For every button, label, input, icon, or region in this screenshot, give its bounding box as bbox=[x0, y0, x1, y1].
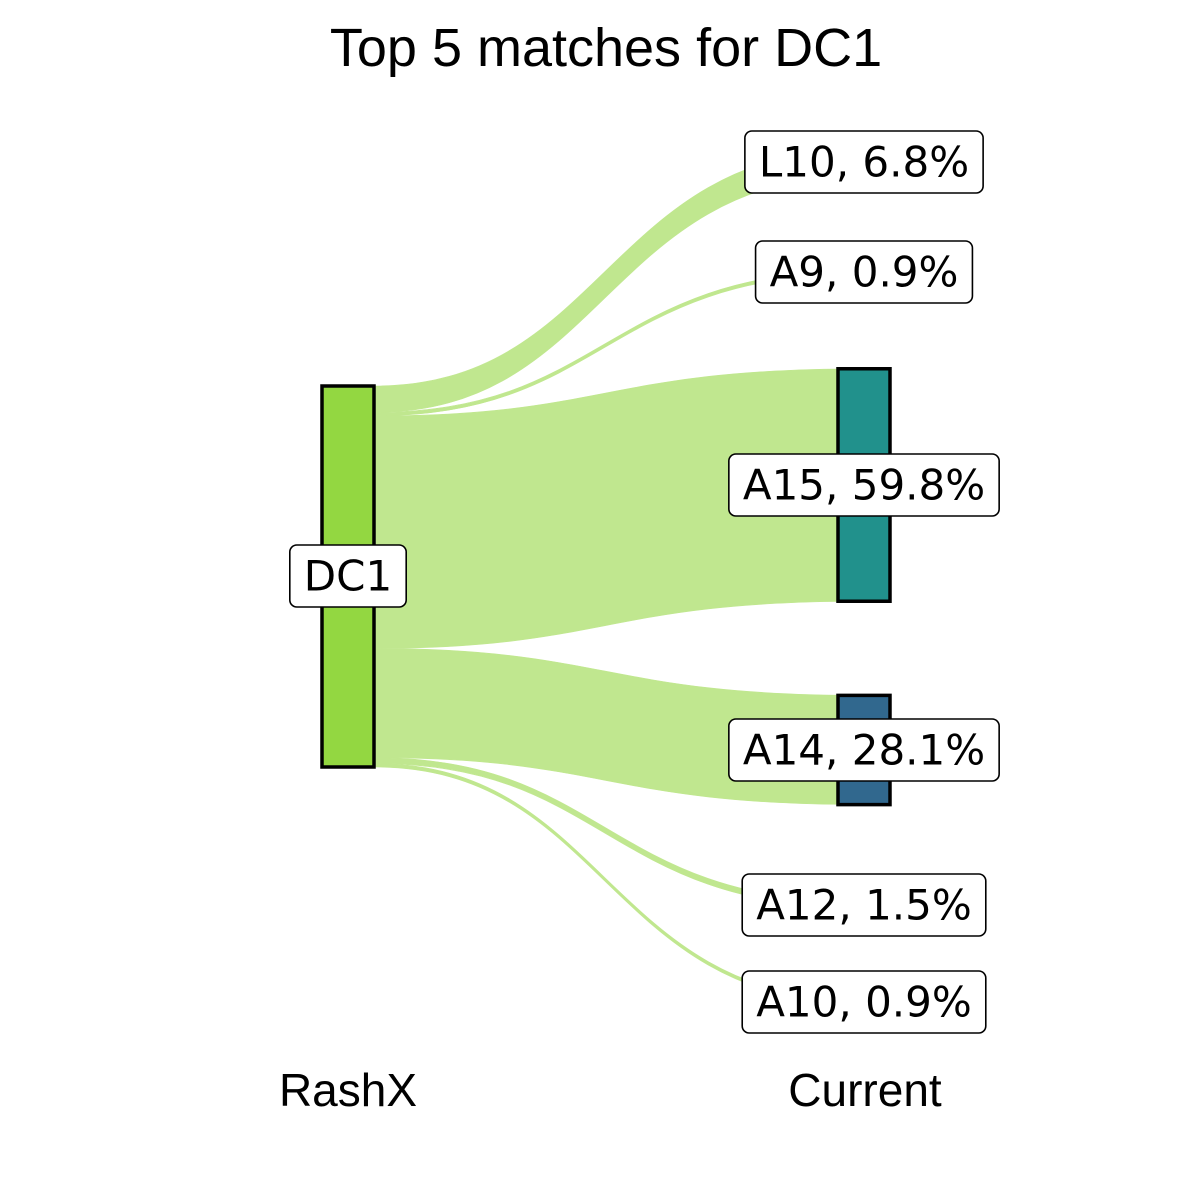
target-label-a9: A9, 0.9% bbox=[754, 240, 974, 304]
source-label-dc1-text: DC1 bbox=[304, 552, 392, 601]
target-label-a15-box bbox=[728, 453, 1000, 517]
chart-title: Top 5 matches for DC1 bbox=[330, 18, 882, 78]
target-label-a12-box bbox=[741, 873, 987, 937]
target-label-a9-box bbox=[754, 240, 974, 304]
axis-label-right: Current bbox=[788, 1064, 942, 1116]
target-label-a14-box bbox=[728, 718, 1000, 782]
target-label-l10-box bbox=[744, 130, 984, 194]
target-label-a9-text: A9, 0.9% bbox=[770, 248, 959, 297]
target-label-a10: A10, 0.9% bbox=[741, 970, 987, 1034]
axis-label-left: RashX bbox=[279, 1064, 417, 1116]
source-label-dc1-box bbox=[289, 544, 407, 608]
target-label-a12: A12, 1.5% bbox=[741, 873, 987, 937]
source-label-dc1: DC1 bbox=[289, 544, 407, 608]
target-label-a15: A15, 59.8% bbox=[728, 453, 1000, 517]
target-label-l10-text: L10, 6.8% bbox=[759, 138, 969, 187]
target-label-a15-text: A15, 59.8% bbox=[743, 461, 985, 510]
target-label-a12-text: A12, 1.5% bbox=[756, 881, 972, 930]
target-label-a14: A14, 28.1% bbox=[728, 718, 1000, 782]
target-label-a14-text: A14, 28.1% bbox=[743, 726, 985, 775]
target-label-l10: L10, 6.8% bbox=[744, 130, 984, 194]
target-label-a10-text: A10, 0.9% bbox=[756, 978, 972, 1027]
target-label-a10-box bbox=[741, 970, 987, 1034]
labels-layer: DC1 L10, 6.8% A9, 0.9% A15, 59.8% A14, 28.1%… bbox=[289, 130, 1000, 1034]
